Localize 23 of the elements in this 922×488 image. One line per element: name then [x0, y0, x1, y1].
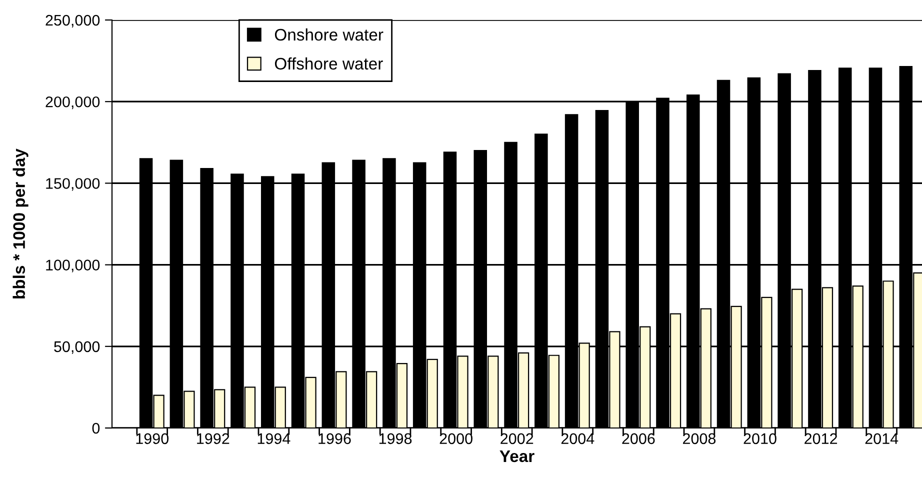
y-axis-title: bbls * 1000 per day [12, 148, 28, 298]
x-tick-label: 2006 [622, 433, 655, 444]
x-tick-label: 1992 [197, 433, 230, 444]
x-tick-label: 2012 [804, 433, 838, 444]
y-tick-label: 250,000 [46, 14, 100, 28]
y-tick-label: 100,000 [46, 260, 100, 272]
x-tick-label: 2010 [744, 433, 776, 444]
x-tick-label: 2002 [500, 433, 534, 444]
x-tick-label: 1996 [318, 433, 351, 444]
y-tick-label: 150,000 [46, 178, 100, 191]
x-tick-label: 1998 [379, 433, 412, 444]
x-tick-label: 1990 [136, 433, 169, 444]
y-tick-label: 0 [92, 422, 100, 434]
x-tick-label: 2000 [440, 433, 472, 444]
legend-label: Offshore water [274, 57, 383, 70]
x-tick-label: 2014 [865, 433, 898, 444]
legend-label: Onshore water [274, 28, 384, 41]
y-tick-label: 200,000 [46, 96, 100, 110]
x-tick-label: 2008 [682, 433, 716, 444]
y-tick-label: 50,000 [54, 341, 100, 354]
x-tick-label: 1994 [258, 433, 290, 444]
x-axis-title: Year [500, 450, 534, 462]
x-tick-label: 2004 [561, 433, 594, 444]
